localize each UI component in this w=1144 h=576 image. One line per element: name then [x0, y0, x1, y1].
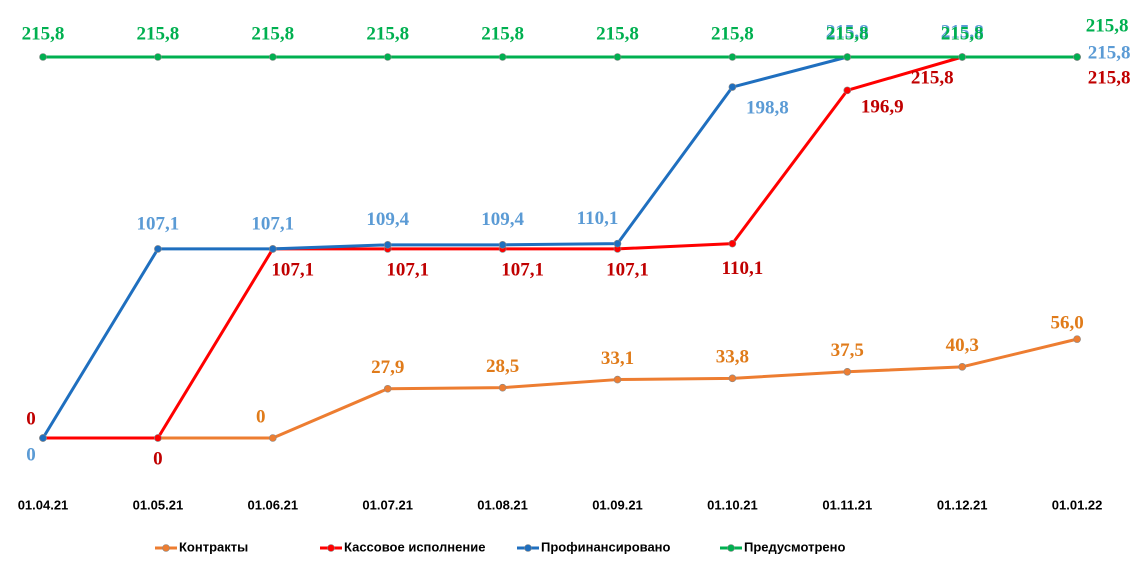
data-label: 0: [26, 444, 36, 465]
x-tick-label: 01.06.21: [247, 497, 298, 512]
data-label: 107,1: [271, 259, 314, 280]
data-label: 196,9: [861, 97, 904, 118]
data-label: 33,8: [716, 347, 749, 368]
data-label: 215,8: [22, 23, 65, 44]
data-label: 215,8: [251, 23, 294, 44]
point-marker: [613, 53, 622, 61]
point-marker: [958, 363, 967, 371]
point-marker: [154, 53, 162, 61]
data-label: 215,8: [826, 23, 869, 44]
data-label: 215,8: [941, 23, 984, 44]
point-marker: [843, 53, 852, 61]
point-marker: [39, 53, 47, 61]
x-tick-label: 01.07.21: [362, 497, 413, 512]
data-label: 0: [26, 408, 36, 429]
data-label: 215,8: [911, 67, 954, 88]
point-marker: [498, 383, 507, 392]
x-tick-label: 01.11.21: [822, 497, 872, 512]
data-label: 56,0: [1050, 312, 1083, 333]
point-marker: [383, 384, 392, 393]
x-tick-label: 01.10.21: [707, 497, 758, 512]
point-marker: [383, 241, 392, 249]
legend-label: Предусмотрено: [744, 539, 846, 554]
point-marker: [39, 434, 47, 442]
x-tick-label: 01.04.21: [18, 497, 69, 512]
point-marker: [728, 239, 737, 248]
point-marker: [843, 367, 852, 376]
legend-marker: [162, 544, 170, 552]
point-marker: [1073, 335, 1081, 343]
point-marker: [498, 241, 507, 249]
point-marker: [154, 434, 162, 442]
series-line: [43, 337, 1078, 440]
data-label: 198,8: [746, 97, 789, 118]
data-label: 215,8: [1088, 42, 1131, 63]
data-label: 215,8: [596, 23, 639, 44]
data-label: 215,8: [1086, 15, 1129, 36]
data-label: 110,1: [722, 258, 764, 279]
point-marker: [613, 375, 622, 384]
point-marker: [958, 53, 967, 61]
point-marker: [1073, 53, 1081, 61]
data-label: 107,1: [251, 213, 294, 234]
legend-label: Кассовое исполнение: [344, 539, 485, 554]
point-marker: [268, 53, 277, 61]
data-label: 215,8: [941, 21, 984, 42]
data-label: 37,5: [831, 340, 864, 361]
legend-label: Контракты: [179, 539, 248, 554]
data-label: 28,5: [486, 356, 519, 377]
data-label: 215,8: [137, 23, 180, 44]
point-marker: [613, 239, 622, 248]
legend-marker: [524, 544, 532, 552]
data-label: 215,8: [826, 21, 869, 42]
data-label: 107,1: [137, 213, 180, 234]
point-marker: [728, 374, 737, 383]
legend-marker: [327, 544, 335, 552]
point-marker: [728, 53, 737, 61]
point-marker: [154, 245, 162, 253]
x-tick-label: 01.08.21: [477, 497, 528, 512]
data-label: 40,3: [946, 335, 979, 356]
legend-label: Профинансировано: [541, 539, 671, 554]
point-marker: [383, 53, 392, 61]
data-label: 0: [256, 406, 266, 427]
series-line: [43, 55, 1078, 440]
data-label: 215,8: [711, 23, 754, 44]
point-marker: [268, 245, 277, 253]
data-label: 0: [153, 448, 163, 469]
data-label: 109,4: [366, 209, 409, 230]
x-tick-label: 01.01.22: [1052, 497, 1103, 512]
x-tick-label: 01.12.21: [937, 497, 988, 512]
data-label: 27,9: [371, 357, 404, 378]
legend-marker: [727, 544, 735, 552]
point-marker: [498, 53, 507, 61]
data-label: 109,4: [481, 209, 524, 230]
data-label: 215,8: [1088, 67, 1131, 88]
data-label: 107,1: [606, 259, 649, 280]
x-tick-label: 01.09.21: [592, 497, 643, 512]
data-label: 110,1: [577, 208, 619, 229]
data-label: 33,1: [601, 348, 634, 369]
data-label: 107,1: [501, 259, 544, 280]
point-marker: [728, 83, 737, 91]
data-label: 107,1: [386, 259, 429, 280]
point-marker: [843, 86, 852, 95]
data-label: 215,8: [366, 23, 409, 44]
data-label: 215,8: [481, 23, 524, 44]
point-marker: [268, 434, 277, 442]
x-tick-label: 01.05.21: [133, 497, 184, 512]
